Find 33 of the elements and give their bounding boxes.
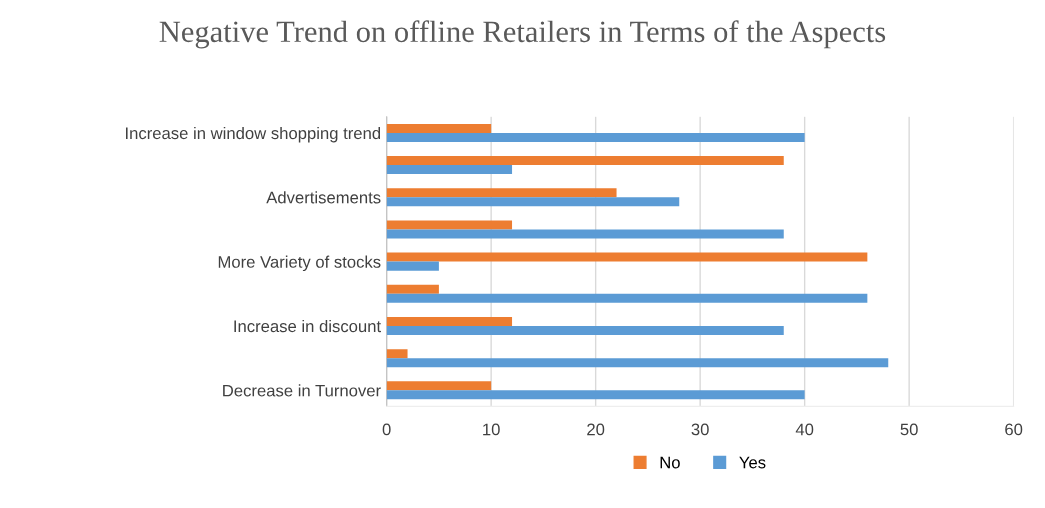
bar (386, 188, 617, 198)
bar (386, 381, 492, 391)
bar (386, 261, 439, 271)
x-tick-label: 20 (587, 423, 605, 436)
bar (386, 229, 784, 239)
x-tick-label: 0 (382, 423, 391, 436)
bar (386, 293, 868, 303)
x-tick-label: 40 (795, 423, 814, 436)
bar (386, 252, 868, 262)
bar (386, 165, 513, 175)
y-tick-label: Decrease in Turnover (223, 384, 381, 397)
bar (386, 220, 513, 230)
bar (386, 349, 408, 359)
legend-label: Yes (739, 456, 766, 469)
bar (386, 325, 784, 335)
bar (386, 132, 805, 142)
bar (386, 284, 439, 294)
y-tick-label: Increase in discount (234, 319, 381, 333)
bar (386, 358, 889, 368)
bar (386, 316, 513, 326)
y-tick-label: More Variety of stocks (218, 255, 381, 272)
bar (386, 123, 492, 133)
x-tick-label: 60 (1005, 423, 1023, 436)
chart-title: Negative Trend on offline Retailers in Terms of the Aspects (159, 20, 886, 49)
y-tick-label: Advertisements (266, 191, 381, 204)
legend-label: No (660, 456, 680, 469)
x-tick-label: 50 (900, 423, 918, 436)
bar (386, 390, 805, 400)
bar (386, 197, 680, 207)
y-tick-label: Increase in window shopping trend (126, 126, 381, 143)
x-tick-label: 10 (483, 423, 500, 436)
x-tick-label: 30 (691, 423, 709, 436)
bar (386, 156, 784, 166)
